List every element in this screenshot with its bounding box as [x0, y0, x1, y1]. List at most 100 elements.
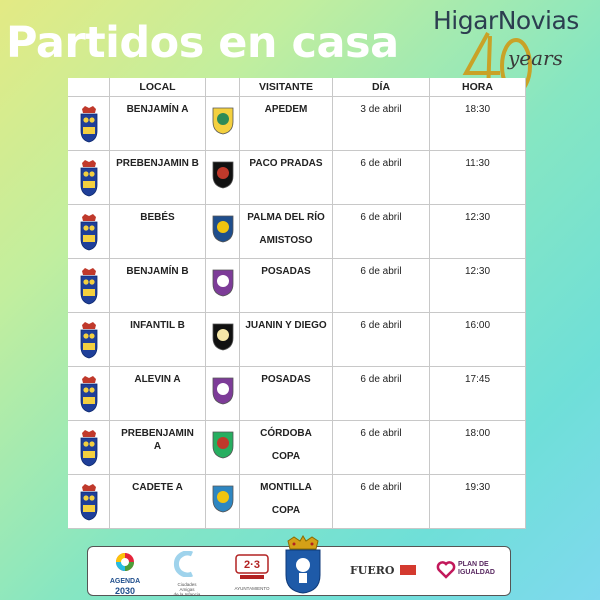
match-time-cell: 18:00 — [430, 421, 526, 475]
away-crest-cell — [206, 367, 240, 421]
away-team-cell: APEDEM — [240, 97, 333, 151]
home-crest-cell — [68, 259, 110, 313]
home-crest-cell — [68, 421, 110, 475]
match-time: 11:30 — [465, 158, 490, 169]
away-team-cell: JUANIN Y DIEGO — [240, 313, 333, 367]
sponsors-footer: AGENDA 2030 Ciudades Amigas de la Infanc… — [87, 535, 511, 597]
match-time: 18:30 — [464, 104, 491, 115]
away-team-name: PACO PRADAS — [249, 158, 323, 169]
opponent-crest-icon — [212, 485, 234, 513]
match-time: 17:45 — [464, 374, 491, 385]
shield-icon — [285, 535, 321, 594]
brand-logo: HigarNovias years — [433, 6, 593, 98]
match-date: 6 de abril — [360, 158, 402, 169]
opponent-crest-icon — [212, 161, 234, 189]
home-crest-cell — [68, 313, 110, 367]
away-team-name: CÓRDOBA — [260, 428, 312, 439]
club-shield-icon — [80, 430, 98, 467]
home-crest-cell — [68, 475, 110, 529]
home-team-name: INFANTIL B — [130, 320, 185, 331]
match-date: 6 de abril — [360, 428, 402, 439]
agenda-year: 2030 — [114, 586, 136, 596]
column-header-hora: HORA — [462, 81, 493, 93]
away-team-cell: PACO PRADAS — [240, 151, 333, 205]
away-crest-cell — [206, 97, 240, 151]
opponent-crest-icon — [212, 269, 234, 297]
match-time-cell: 16:00 — [430, 313, 526, 367]
away-team-cell: CÓRDOBA COPA — [240, 421, 333, 475]
home-team-cell: PREBENJAMIN B — [110, 151, 206, 205]
home-team-cell: BENJAMÍN A — [110, 97, 206, 151]
home-crest-cell — [68, 151, 110, 205]
away-team-note: COPA — [271, 505, 301, 516]
header-local: LOCAL — [110, 78, 206, 97]
home-team-name: CADETE A — [132, 482, 183, 493]
home-team-name: PREBENJAMIN B — [116, 158, 199, 169]
ayuntamiento-logo: 2·3 AYUNTAMIENTO — [230, 551, 274, 595]
agenda-label: AGENDA — [109, 578, 141, 585]
municipal-shield-logo — [280, 535, 326, 595]
fuero-mark — [399, 564, 416, 575]
home-team-name: ALEVIN A — [134, 374, 181, 385]
column-header-visitante: VISITANTE — [258, 81, 314, 93]
column-header-dia: DÍA — [371, 81, 391, 93]
header-blank — [206, 78, 240, 97]
ciudades-amigas-logo: Ciudades Amigas de la Infancia — [164, 550, 210, 597]
match-date-cell: 6 de abril — [333, 421, 430, 475]
away-team-note: COPA — [271, 451, 301, 462]
ciudades-line2: Amigas — [179, 587, 195, 592]
away-team-name: POSADAS — [261, 374, 311, 385]
home-crest-cell — [68, 367, 110, 421]
table-grid: LOCAL VISITANTE DÍA HORA BENJAMÍN A APEDEM 3 d… — [68, 78, 526, 529]
match-date: 6 de abril — [360, 320, 402, 331]
match-time: 18:00 — [464, 428, 491, 439]
match-date: 6 de abril — [360, 212, 402, 223]
away-team-name: JUANIN Y DIEGO — [245, 320, 327, 331]
home-crest-cell — [68, 205, 110, 259]
away-crest-cell — [206, 151, 240, 205]
club-shield-icon — [80, 322, 98, 359]
club-shield-icon — [80, 160, 98, 197]
match-time-cell: 18:30 — [430, 97, 526, 151]
away-crest-cell — [206, 205, 240, 259]
match-time-cell: 12:30 — [430, 205, 526, 259]
home-crest-cell — [68, 97, 110, 151]
plan-line1: PLAN DE — [458, 561, 489, 568]
brand-name: HigarNovias — [433, 6, 579, 35]
opponent-crest-icon — [212, 323, 234, 351]
club-shield-icon — [80, 376, 98, 413]
away-team-name: POSADAS — [261, 266, 311, 277]
match-date: 3 de abril — [360, 104, 402, 115]
opponent-crest-icon — [212, 431, 234, 459]
match-time-cell: 11:30 — [430, 151, 526, 205]
match-time-cell: 17:45 — [430, 367, 526, 421]
away-team-cell: POSADAS — [240, 367, 333, 421]
fuero-label: FUERO — [350, 564, 395, 577]
match-date-cell: 6 de abril — [333, 313, 430, 367]
home-team-cell: ALEVIN A — [110, 367, 206, 421]
home-team-cell: BEBÉS — [110, 205, 206, 259]
ayuntamiento-emblem-icon: 2·3 — [235, 554, 269, 579]
match-time: 16:00 — [464, 320, 491, 331]
opponent-crest-icon — [212, 107, 234, 135]
match-time: 12:30 — [464, 212, 491, 223]
club-shield-icon — [80, 484, 98, 521]
page-title: Partidos en casa — [6, 18, 399, 68]
away-team-cell: MONTILLA COPA — [240, 475, 333, 529]
away-team-name: APEDEM — [264, 104, 308, 115]
header-blank — [68, 78, 110, 97]
match-time: 12:30 — [464, 266, 491, 277]
match-date: 6 de abril — [360, 266, 402, 277]
match-date-cell: 6 de abril — [333, 151, 430, 205]
home-team-cell: INFANTIL B — [110, 313, 206, 367]
away-team-name: MONTILLA — [260, 482, 312, 493]
column-header-local: LOCAL — [139, 81, 176, 93]
match-date-cell: 6 de abril — [333, 367, 430, 421]
opponent-crest-icon — [212, 377, 234, 405]
plan-line2: IGUALDAD — [458, 569, 495, 576]
home-team-name: BENJAMÍN B — [126, 266, 189, 277]
header-dia: DÍA — [333, 78, 430, 97]
plan-igualdad-logo: PLAN DE IGUALDAD — [436, 557, 506, 587]
away-crest-cell — [206, 259, 240, 313]
ciudades-line1: Ciudades — [177, 582, 197, 587]
